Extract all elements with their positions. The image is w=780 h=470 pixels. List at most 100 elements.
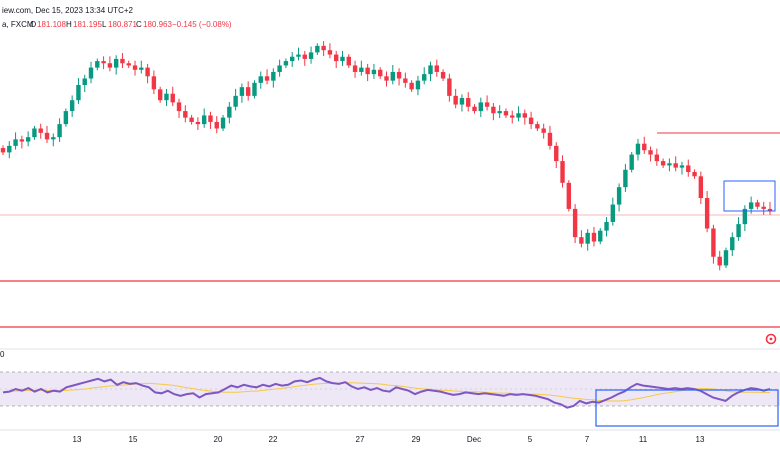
candle [340, 50, 345, 66]
candle [107, 56, 113, 72]
candle [547, 125, 553, 150]
candle [736, 217, 741, 241]
candle [535, 121, 540, 132]
candle [616, 183, 622, 212]
candle [566, 180, 572, 212]
candle [126, 60, 131, 69]
candle [371, 63, 377, 79]
candle [25, 131, 31, 147]
x-tick-label: 13 [696, 435, 705, 444]
candle [32, 125, 37, 140]
x-tick-label: 11 [639, 435, 648, 444]
candle [308, 46, 314, 64]
x-tick-label: Dec [467, 435, 481, 444]
candle [208, 111, 213, 129]
candle [742, 205, 748, 232]
candle [478, 97, 484, 117]
candle [440, 69, 446, 82]
rsi-line [2, 376, 771, 409]
candle [7, 141, 12, 159]
candle [277, 59, 282, 77]
candle [239, 83, 245, 103]
candle [296, 47, 301, 61]
candle [654, 148, 660, 166]
candle [648, 146, 653, 162]
candle [434, 59, 439, 77]
candle [327, 43, 333, 59]
x-tick-label: 5 [528, 435, 533, 444]
candle [315, 43, 320, 55]
candle [598, 228, 603, 245]
candle [528, 111, 534, 129]
candle [761, 201, 766, 215]
candle [258, 71, 263, 89]
candle [409, 80, 414, 92]
candle [585, 229, 590, 251]
candle [283, 58, 289, 69]
candle [264, 69, 270, 85]
x-tick-label: 22 [269, 435, 278, 444]
candle [717, 250, 722, 271]
candle [459, 94, 465, 112]
candle [510, 110, 515, 124]
candle [289, 51, 295, 67]
candle [63, 108, 69, 127]
close-value: 180.963 [143, 20, 172, 29]
candle [560, 155, 565, 188]
candle [214, 116, 219, 134]
candle [541, 123, 546, 139]
candle [491, 103, 496, 121]
candle [579, 230, 584, 248]
candle [767, 201, 773, 215]
candle [667, 158, 672, 172]
candle [403, 72, 408, 88]
candle [346, 54, 351, 69]
candle [516, 106, 521, 122]
candle [591, 226, 597, 247]
candle [195, 117, 201, 130]
candle [378, 67, 383, 79]
rsi-label: 0 [0, 350, 5, 359]
candle [660, 158, 666, 169]
candle [623, 163, 628, 192]
candle [447, 73, 452, 102]
symbol-label: a, FXCM [2, 20, 34, 29]
candle [139, 60, 144, 74]
candle [679, 161, 685, 175]
candle [642, 136, 647, 154]
candle [428, 61, 433, 82]
candle [415, 75, 421, 96]
candle [132, 60, 138, 76]
candle [635, 138, 641, 161]
candle [352, 60, 358, 78]
candle [503, 108, 509, 119]
low-label: L [102, 20, 107, 29]
settings-icon[interactable] [765, 333, 777, 345]
candle [673, 156, 678, 172]
candle [164, 88, 169, 107]
candle [44, 125, 50, 144]
candle [686, 159, 691, 177]
candle [723, 247, 729, 269]
candle [113, 55, 119, 75]
candle [189, 115, 194, 125]
candle [422, 67, 427, 85]
candle [390, 65, 395, 85]
candle [227, 101, 232, 124]
high-value: 181.195 [73, 20, 102, 29]
close-label: C [136, 20, 142, 29]
low-value: 180.871 [108, 20, 137, 29]
candle [629, 151, 634, 173]
candle [38, 123, 43, 139]
candle [604, 217, 609, 237]
rsi-highlight-box [595, 389, 779, 427]
candle [183, 105, 188, 123]
candle [453, 88, 458, 109]
candle [484, 95, 490, 111]
candle [13, 132, 18, 150]
x-tick-label: 7 [585, 435, 590, 444]
candle [704, 191, 710, 233]
high-label: H [66, 20, 72, 29]
candle [755, 199, 760, 210]
